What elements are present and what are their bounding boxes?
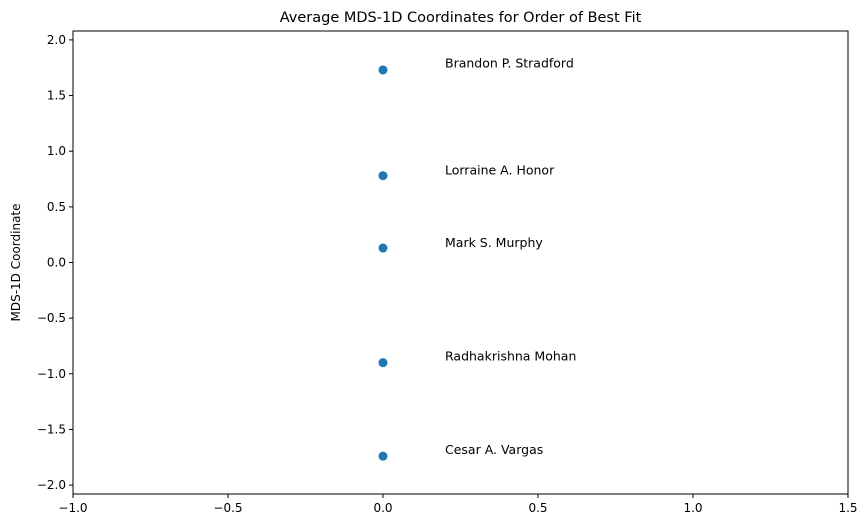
point-label: Lorraine A. Honor — [445, 163, 555, 178]
y-tick-label: −2.0 — [37, 478, 66, 492]
scatter-point — [378, 65, 388, 75]
plot-frame — [72, 30, 849, 495]
point-label: Radhakrishna Mohan — [445, 348, 576, 363]
y-tick-label: −1.0 — [37, 367, 66, 381]
chart-title: Average MDS-1D Coordinates for Order of … — [280, 10, 642, 26]
x-axis-ticks: −1.0 −0.5 0.0 0.5 1.0 1.5 — [58, 494, 858, 515]
x-tick-label: −1.0 — [58, 501, 87, 515]
y-axis-label: MDS-1D Coordinate — [9, 203, 23, 321]
x-tick-label: 1.0 — [683, 501, 702, 515]
scatter-point — [378, 171, 388, 181]
y-axis-ticks: 2.0 1.5 1.0 0.5 0.0 −0.5 −1.0 −1.5 −2.0 — [37, 33, 73, 492]
y-tick-label: −1.5 — [37, 422, 66, 436]
y-tick-label: 0.5 — [47, 200, 66, 214]
scatter-point — [378, 358, 388, 368]
point-label: Brandon P. Stradford — [445, 56, 574, 71]
y-tick-label: 1.5 — [47, 89, 66, 103]
scatter-point — [378, 451, 388, 461]
x-tick-label: 0.5 — [528, 501, 547, 515]
points-layer — [378, 65, 388, 461]
point-label: Cesar A. Vargas — [445, 442, 543, 457]
y-tick-label: −0.5 — [37, 311, 66, 325]
y-tick-label: 2.0 — [47, 33, 66, 47]
y-tick-label: 0.0 — [47, 256, 66, 270]
point-labels-layer: Brandon P. Stradford Lorraine A. Honor Mar… — [445, 56, 576, 457]
x-tick-label: 0.0 — [373, 501, 392, 515]
x-tick-label: −0.5 — [213, 501, 242, 515]
point-label: Mark S. Murphy — [445, 235, 543, 250]
x-tick-label: 1.5 — [838, 501, 857, 515]
y-tick-label: 1.0 — [47, 144, 66, 158]
scatter-point — [378, 243, 388, 253]
